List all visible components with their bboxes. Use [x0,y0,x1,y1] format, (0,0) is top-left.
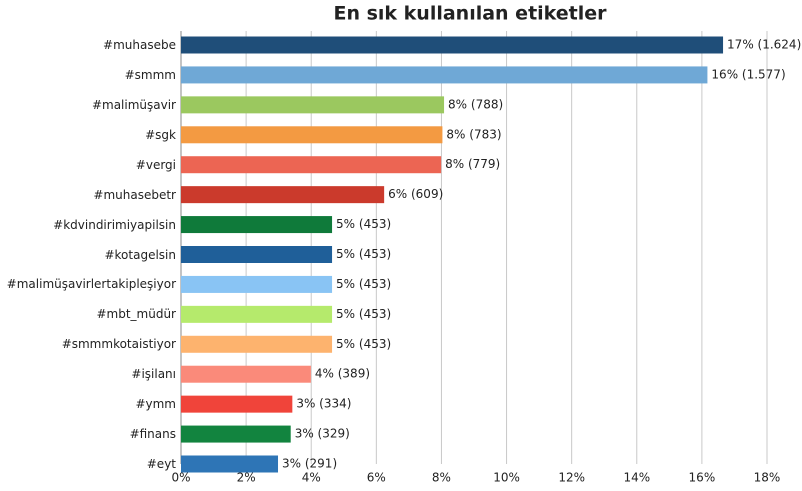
y-tick-label: #muhasebe [103,38,176,52]
y-tick-label: #finans [129,427,176,442]
value-label: 6% (609) [388,187,443,201]
x-tick-label: 6% [367,471,386,485]
y-tick-label: #ymm [135,397,176,412]
x-tick-label: 4% [302,471,321,485]
y-tick-label: #malimüşavirlertakipleşiyor [6,277,176,292]
chart-title: En sık kullanılan etiketler [333,3,607,25]
bar [181,455,279,473]
value-label: 8% (779) [445,157,500,171]
value-label: 3% (329) [295,427,350,441]
bar [181,246,333,263]
x-tick-label: 8% [432,471,451,485]
y-tick-label: #smmm [124,67,176,82]
bar [181,365,311,383]
y-tick-label: #sgk [145,127,176,142]
value-label: 17% (1.624) [727,38,801,52]
value-label: 5% (453) [336,307,391,321]
bar [181,425,291,443]
bar [181,126,443,144]
bar [181,335,333,353]
y-tick-label: #mbt_müdür [96,307,176,322]
y-tick-label: #vergi [135,157,176,172]
y-tick-label: #malimüşavir [91,97,176,112]
value-label: 5% (453) [336,277,391,291]
x-tick-label: 0% [171,471,190,485]
value-label: 5% (453) [336,247,391,261]
y-tick-label: #eyt [146,457,176,471]
x-tick-label: 12% [558,471,585,485]
bar [181,66,708,84]
x-tick-label: 2% [237,471,256,485]
x-tick-label: 10% [493,471,520,485]
y-tick-label: #kdvindirimiyapilsin [53,217,176,232]
bar [181,96,445,114]
value-label: 4% (389) [315,367,370,381]
x-tick-label: 14% [623,471,650,485]
value-label: 3% (291) [282,457,337,471]
y-tick-label: #kotagelsin [104,247,176,262]
value-label: 16% (1.577) [711,67,785,81]
x-tick-label: 16% [689,471,716,485]
value-label: 8% (783) [446,127,501,141]
bar [181,186,385,204]
value-label: 5% (453) [336,217,391,231]
y-tick-label: #muhasebetr [93,187,176,202]
x-tick-label: 18% [754,471,781,485]
value-label: 8% (788) [448,97,503,111]
bar [181,216,333,234]
bar [181,156,442,174]
y-tick-label: #işilanı [131,367,176,382]
bar [181,305,333,323]
value-label: 3% (334) [296,397,351,411]
bar [181,395,293,413]
bar [181,36,724,54]
value-label: 5% (453) [336,337,391,351]
bar [181,275,333,293]
y-tick-label: #smmmkotaistiyor [61,337,176,352]
